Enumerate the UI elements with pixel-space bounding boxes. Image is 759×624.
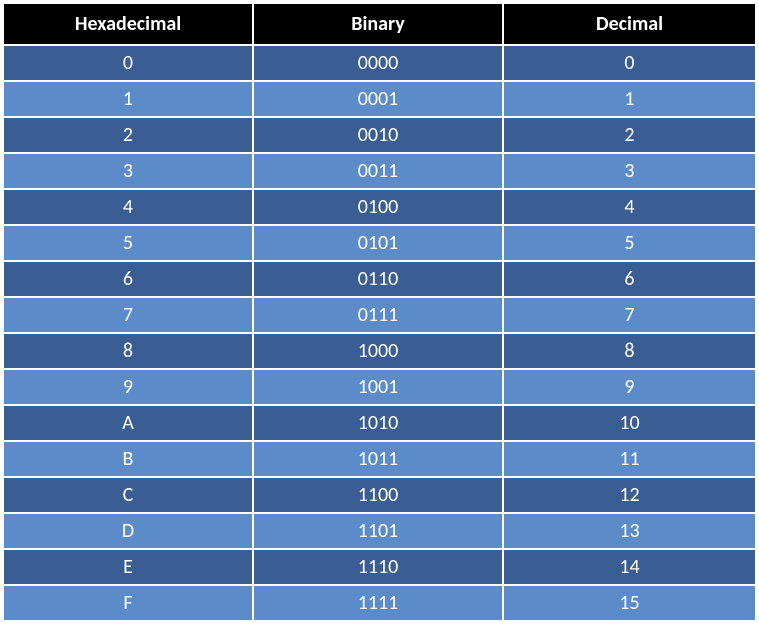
table-cell: 15 <box>504 584 755 620</box>
table-cell: 12 <box>504 476 755 512</box>
table-cell: 6 <box>4 260 254 296</box>
table-body: 0000001000112001023001134010045010156011… <box>4 44 755 620</box>
table-cell: C <box>4 476 254 512</box>
table-cell: 14 <box>504 548 755 584</box>
table-cell: F <box>4 584 254 620</box>
table-cell: 1100 <box>254 476 504 512</box>
table-row: E111014 <box>4 548 755 584</box>
table-cell: 0101 <box>254 224 504 260</box>
table-row: B101111 <box>4 440 755 476</box>
table-row: 100011 <box>4 80 755 116</box>
table-cell: 0110 <box>254 260 504 296</box>
table-cell: 0000 <box>254 44 504 80</box>
table-cell: E <box>4 548 254 584</box>
table-row: 810008 <box>4 332 755 368</box>
table-cell: 0011 <box>254 152 504 188</box>
table-row: 910019 <box>4 368 755 404</box>
table-cell: 2 <box>4 116 254 152</box>
table-cell: D <box>4 512 254 548</box>
conversion-table: Hexadecimal Binary Decimal 0000001000112… <box>4 4 755 620</box>
table-cell: 11 <box>504 440 755 476</box>
table-cell: 8 <box>504 332 755 368</box>
table-cell: 1 <box>504 80 755 116</box>
table-row: 200102 <box>4 116 755 152</box>
table-cell: 0010 <box>254 116 504 152</box>
table-cell: 1111 <box>254 584 504 620</box>
table-row: 601106 <box>4 260 755 296</box>
table-cell: 0111 <box>254 296 504 332</box>
table-cell: 1110 <box>254 548 504 584</box>
table-cell: 3 <box>504 152 755 188</box>
table-row: C110012 <box>4 476 755 512</box>
table-cell: 0100 <box>254 188 504 224</box>
table-cell: 1 <box>4 80 254 116</box>
col-header-binary: Binary <box>254 4 504 44</box>
col-header-hex: Hexadecimal <box>4 4 254 44</box>
table-row: 701117 <box>4 296 755 332</box>
table-cell: 0 <box>504 44 755 80</box>
table-cell: 6 <box>504 260 755 296</box>
table-cell: 7 <box>504 296 755 332</box>
table-header-row: Hexadecimal Binary Decimal <box>4 4 755 44</box>
table-cell: 1011 <box>254 440 504 476</box>
table-cell: 9 <box>4 368 254 404</box>
table-cell: B <box>4 440 254 476</box>
table-cell: 5 <box>504 224 755 260</box>
table-cell: 1000 <box>254 332 504 368</box>
table-cell: 5 <box>4 224 254 260</box>
table-row: 300113 <box>4 152 755 188</box>
table-cell: 8 <box>4 332 254 368</box>
col-header-decimal: Decimal <box>504 4 755 44</box>
table-cell: 0001 <box>254 80 504 116</box>
table-cell: 2 <box>504 116 755 152</box>
table-cell: 4 <box>4 188 254 224</box>
table-row: A101010 <box>4 404 755 440</box>
table-cell: A <box>4 404 254 440</box>
table-cell: 13 <box>504 512 755 548</box>
table-cell: 0 <box>4 44 254 80</box>
table-cell: 9 <box>504 368 755 404</box>
table-cell: 1010 <box>254 404 504 440</box>
table-row: 501015 <box>4 224 755 260</box>
table-cell: 4 <box>504 188 755 224</box>
table-cell: 1101 <box>254 512 504 548</box>
table-row: 000000 <box>4 44 755 80</box>
table-row: F111115 <box>4 584 755 620</box>
table-row: D110113 <box>4 512 755 548</box>
table-row: 401004 <box>4 188 755 224</box>
table-cell: 10 <box>504 404 755 440</box>
table-cell: 7 <box>4 296 254 332</box>
table-cell: 3 <box>4 152 254 188</box>
table-cell: 1001 <box>254 368 504 404</box>
